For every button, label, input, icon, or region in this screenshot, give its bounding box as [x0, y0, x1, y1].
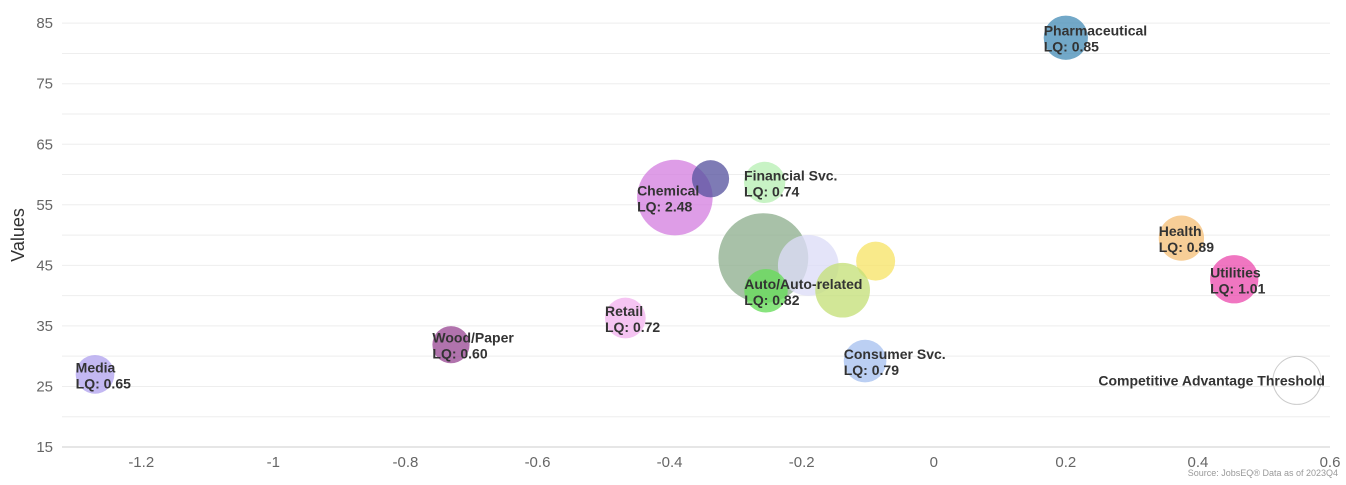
- bubble-label-lq: LQ: 2.48: [637, 199, 692, 215]
- bubble-label-name: Consumer Svc.: [844, 346, 946, 362]
- bubble-unlabeled: [691, 160, 730, 198]
- bubble-label-name: Chemical: [637, 183, 699, 199]
- bubbles: [75, 15, 1322, 405]
- x-tick-label: -0.2: [789, 454, 815, 471]
- x-tick-label: 0: [930, 454, 938, 471]
- x-tick-label: 0.4: [1187, 454, 1208, 471]
- y-tick-label: 45: [36, 257, 53, 274]
- bubble-label-name: Competitive Advantage Threshold: [1098, 372, 1325, 388]
- bubble-label-lq: LQ: 0.82: [744, 292, 799, 308]
- bubble-label-lq: LQ: 0.79: [844, 362, 899, 378]
- bubble-consumer-svc: [843, 339, 887, 383]
- bubble-health: [1158, 215, 1205, 261]
- bubble-label-lq: LQ: 0.85: [1044, 39, 1099, 55]
- bubble-label-lq: LQ: 0.72: [605, 319, 660, 335]
- bubble-label-lq: LQ: 1.01: [1210, 280, 1265, 296]
- y-axis-ticks: 15 25 35 45 55 65 75 85: [36, 15, 53, 456]
- bubble-pharmaceutical: [1043, 15, 1088, 60]
- x-axis-ticks: -1.2 -1 -0.8 -0.6 -0.4 -0.2 0 0.2 0.4 0.6: [128, 454, 1340, 471]
- x-tick-label: -0.6: [525, 454, 551, 471]
- bubble-label-lq: LQ: 0.89: [1159, 239, 1214, 255]
- bubble-media: [75, 354, 115, 394]
- bubble-label-lq: LQ: 0.74: [744, 183, 799, 199]
- bubble-label-name: Pharmaceutical: [1044, 23, 1148, 39]
- bubble-label-name: Utilities: [1210, 264, 1261, 280]
- bubble-competitive-advantage-threshold: [1272, 355, 1322, 405]
- bubble-label-lq: LQ: 0.60: [432, 346, 487, 362]
- bubble-label-name: Auto/Auto-related: [744, 276, 862, 292]
- bubble-financial-svc: [744, 161, 786, 204]
- bubble-label-name: Health: [1159, 223, 1202, 239]
- y-tick-label: 55: [36, 197, 53, 214]
- y-tick-label: 75: [36, 76, 53, 93]
- bubble-unlabeled: [815, 262, 870, 318]
- bubble-auto-auto-related: [744, 269, 788, 313]
- x-tick-label: -1: [267, 454, 280, 471]
- x-tick-label: -0.8: [392, 454, 418, 471]
- y-axis-label: Values: [8, 208, 28, 262]
- y-tick-label: 25: [36, 378, 53, 395]
- bubble-label-name: Financial Svc.: [744, 167, 837, 183]
- x-tick-label: -0.4: [657, 454, 683, 471]
- bubble-unlabeled: [856, 241, 896, 281]
- x-tick-label: -1.2: [128, 454, 154, 471]
- bubble-retail: [604, 297, 646, 339]
- source-note: Source: JobsEQ® Data as of 2023Q4: [1188, 468, 1338, 478]
- bubble-label-name: Retail: [605, 303, 643, 319]
- y-tick-label: 15: [36, 439, 53, 456]
- y-tick-label: 85: [36, 15, 53, 32]
- bubble-label-name: Wood/Paper: [432, 330, 514, 346]
- x-tick-label: 0.2: [1055, 454, 1076, 471]
- x-tick-label: 0.6: [1320, 454, 1341, 471]
- grid-lines: [62, 22, 1330, 448]
- bubble-label-name: Media: [76, 359, 116, 375]
- y-tick-label: 35: [36, 318, 53, 335]
- bubble-utilities: [1210, 255, 1259, 304]
- bubble-label-lq: LQ: 0.65: [76, 375, 131, 391]
- y-tick-label: 65: [36, 136, 53, 153]
- bubble-wood-paper: [432, 326, 470, 364]
